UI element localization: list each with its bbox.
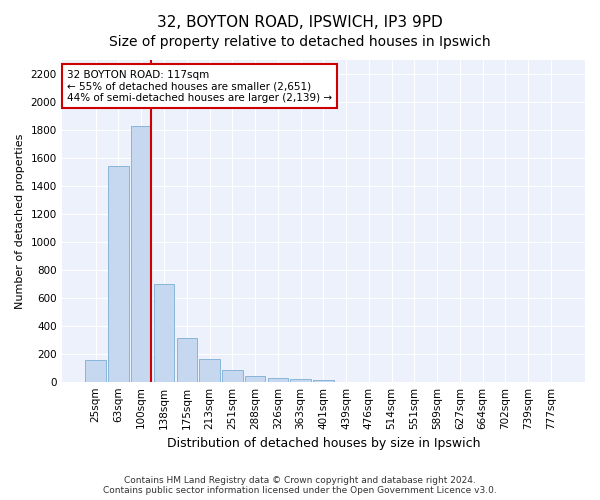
Bar bbox=[199, 360, 220, 382]
Bar bbox=[290, 379, 311, 382]
Text: Contains HM Land Registry data © Crown copyright and database right 2024.
Contai: Contains HM Land Registry data © Crown c… bbox=[103, 476, 497, 495]
Text: 32, BOYTON ROAD, IPSWICH, IP3 9PD: 32, BOYTON ROAD, IPSWICH, IP3 9PD bbox=[157, 15, 443, 30]
Bar bbox=[85, 360, 106, 382]
Text: 32 BOYTON ROAD: 117sqm
← 55% of detached houses are smaller (2,651)
44% of semi-: 32 BOYTON ROAD: 117sqm ← 55% of detached… bbox=[67, 70, 332, 103]
Y-axis label: Number of detached properties: Number of detached properties bbox=[15, 133, 25, 308]
Bar bbox=[222, 370, 242, 382]
Bar bbox=[131, 126, 151, 382]
Bar bbox=[268, 378, 288, 382]
Bar bbox=[176, 338, 197, 382]
Bar bbox=[154, 284, 174, 382]
X-axis label: Distribution of detached houses by size in Ipswich: Distribution of detached houses by size … bbox=[167, 437, 480, 450]
Bar bbox=[313, 380, 334, 382]
Text: Size of property relative to detached houses in Ipswich: Size of property relative to detached ho… bbox=[109, 35, 491, 49]
Bar bbox=[245, 376, 265, 382]
Bar bbox=[108, 166, 129, 382]
